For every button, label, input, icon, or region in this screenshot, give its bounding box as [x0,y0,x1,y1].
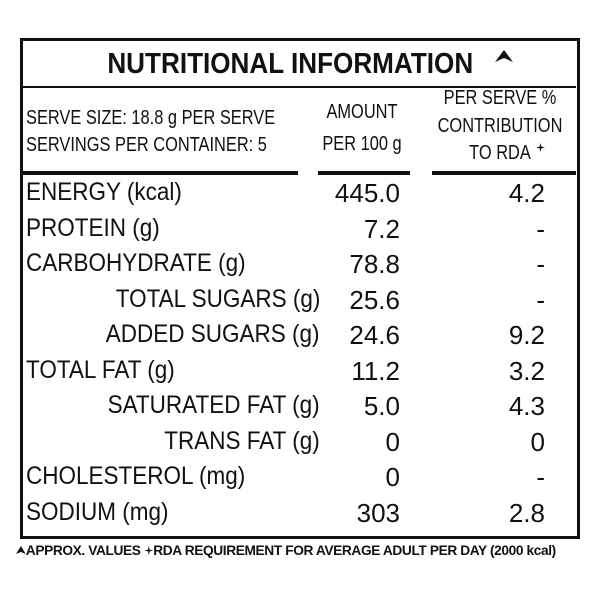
amount-per-100g: 303 [356,497,400,528]
footnote-mark [144,545,154,555]
rda-contribution: - [536,249,545,279]
nutrient-label: ADDED SUGARS (g) [106,320,320,348]
column-header: TO RDA [469,142,531,164]
header-rule [432,171,576,175]
nutrient-label: ENERGY (kcal) [26,178,182,206]
rda-contribution: - [536,213,545,244]
amount-per-100g: 24.6 [349,320,400,350]
rda-contribution: - [536,284,545,315]
title: NUTRITIONAL INFORMATION [107,48,473,80]
nutrient-label: CARBOHYDRATE (g) [26,249,246,277]
servings: SERVINGS PER CONTAINER: 5 [26,134,267,156]
amount-per-100g: 0 [385,426,400,457]
column-header: PER 100 g [322,133,402,155]
rda-mark [536,143,545,152]
header-rule [22,171,298,175]
rda-contribution: - [536,462,545,492]
amount-per-100g: 78.8 [349,249,400,279]
footnote-mark [16,545,26,554]
nutrient-label: TOTAL SUGARS (g) [115,284,320,313]
rda-contribution: 0 [530,426,545,457]
footnote: APPROX. VALUES RDA REQUIREMENT FOR AVERA… [16,543,556,557]
label-border [20,38,580,539]
title-mark [495,50,514,62]
rda-contribution: 3.2 [508,355,545,386]
column-header: AMOUNT [326,101,398,123]
rda-contribution: 9.2 [508,320,545,350]
rda-contribution: 4.2 [508,178,545,208]
footnote-text: RDA REQUIREMENT FOR AVERAGE ADULT PER DA… [153,542,556,558]
title-row: NUTRITIONAL INFORMATION [0,50,600,79]
amount-per-100g: 5.0 [363,391,400,421]
nutrient-label: PROTEIN (g) [26,213,160,242]
amount-per-100g: 7.2 [363,213,400,244]
serve-size: SERVE SIZE: 18.8 g PER SERVE [26,107,276,129]
amount-per-100g: 11.2 [351,355,400,386]
nutrient-label: SATURATED FAT (g) [107,391,320,419]
footnote-text: APPROX. VALUES [25,542,141,558]
nutrient-label: SODIUM (mg) [26,497,169,526]
rda-contribution: 4.3 [508,391,545,421]
nutrient-label: TOTAL FAT (g) [26,355,175,384]
nutrient-label: TRANS FAT (g) [164,426,320,455]
column-header: PER SERVE % [443,87,557,109]
rda-contribution: 2.8 [508,497,545,528]
amount-per-100g: 25.6 [349,284,400,315]
column-header: CONTRIBUTION [437,115,563,137]
amount-per-100g: 445.0 [334,178,400,208]
title-rule [22,86,576,88]
nutrient-label: CHOLESTEROL (mg) [26,462,246,490]
amount-per-100g: 0 [385,462,400,492]
header-rule [318,171,410,175]
